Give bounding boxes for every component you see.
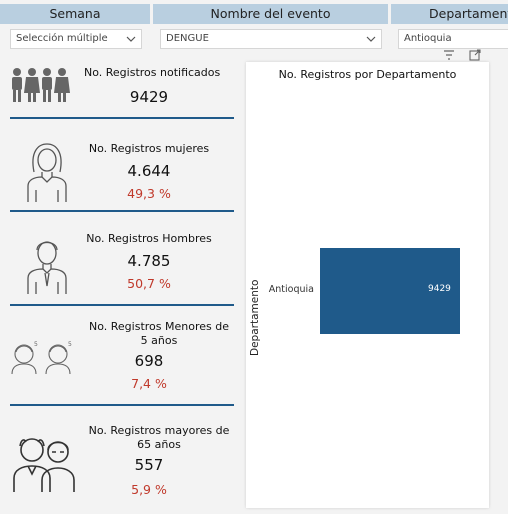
- woman-icon: [27, 143, 67, 202]
- kpi-card-hombres: No. Registros Hombres 4.785 50,7 %: [10, 222, 234, 306]
- kpi-menores-value: 698: [134, 352, 164, 370]
- kpi-menores-title-line1: No. Registros Menores de: [89, 320, 229, 333]
- semana-dropdown-value: Selección múltiple: [16, 33, 108, 44]
- card-divider: [10, 210, 234, 212]
- kpi-card-mayores: No. Registros mayores de 65 años 557 5,9…: [10, 414, 234, 510]
- kpi-card-menores: 5 5 No. Registros Menores de 5 años 698 …: [10, 314, 234, 406]
- bar-category-label: Antioquia: [268, 284, 314, 295]
- kpi-mujeres-title: No. Registros mujeres: [88, 142, 210, 155]
- kpi-hombres-title: No. Registros Hombres: [86, 232, 212, 245]
- evento-dropdown[interactable]: DENGUE: [160, 29, 382, 49]
- kpi-mayores-title-line1: No. Registros mayores de: [88, 424, 230, 437]
- kpi-mujeres-value: 4.644: [127, 162, 171, 180]
- kpi-card-mujeres: No. Registros mujeres 4.644 49,3 %: [10, 130, 234, 214]
- kpi-total-title: No. Registros notificados: [84, 66, 221, 79]
- svg-text:5: 5: [34, 341, 38, 348]
- card-divider: [10, 404, 234, 406]
- filter-header-evento: Nombre del evento: [153, 4, 388, 24]
- departamento-dropdown[interactable]: Antioquia: [398, 29, 508, 49]
- bar-data-label: 9429: [428, 284, 451, 294]
- chart-title: No. Registros por Departamento: [278, 68, 457, 81]
- kpi-mayores-pct: 5,9 %: [131, 482, 167, 497]
- children-icon: 5 5: [11, 341, 72, 375]
- bar-antioquia[interactable]: [320, 248, 460, 334]
- svg-text:5: 5: [68, 341, 72, 348]
- kpi-hombres-value: 4.785: [127, 252, 171, 270]
- kpi-mayores-title-line2: 65 años: [137, 438, 181, 451]
- card-divider: [10, 304, 234, 306]
- focus-mode-icon[interactable]: [468, 47, 482, 66]
- people-group-icon: [12, 68, 70, 102]
- evento-dropdown-value: DENGUE: [166, 33, 209, 44]
- filter-header-departamento: Departamento: [391, 4, 508, 24]
- kpi-total-value: 9429: [129, 88, 169, 106]
- visual-header-icons: [440, 47, 490, 63]
- kpi-hombres-pct: 50,7 %: [127, 276, 171, 291]
- chevron-down-icon: [366, 36, 376, 42]
- filter-icon[interactable]: [442, 47, 456, 66]
- chart-y-axis-title: Departamento: [249, 279, 261, 356]
- departamento-dropdown-value: Antioquia: [404, 33, 452, 44]
- kpi-mayores-value: 557: [134, 456, 164, 474]
- filter-header-semana: Semana: [0, 4, 150, 24]
- man-icon: [27, 241, 67, 294]
- filter-header-bar: Semana Nombre del evento Departamento: [0, 4, 508, 24]
- kpi-menores-pct: 7,4 %: [131, 376, 167, 391]
- semana-dropdown[interactable]: Selección múltiple: [10, 29, 142, 49]
- kpi-card-total: No. Registros notificados 9429: [10, 60, 234, 122]
- kpi-mujeres-pct: 49,3 %: [127, 186, 171, 201]
- card-divider: [10, 117, 234, 119]
- chart-registros-por-departamento[interactable]: No. Registros por Departamento Departame…: [246, 62, 489, 508]
- elderly-couple-icon: [13, 438, 75, 492]
- kpi-menores-title-line2: 5 años: [140, 334, 178, 347]
- chevron-down-icon: [126, 36, 136, 42]
